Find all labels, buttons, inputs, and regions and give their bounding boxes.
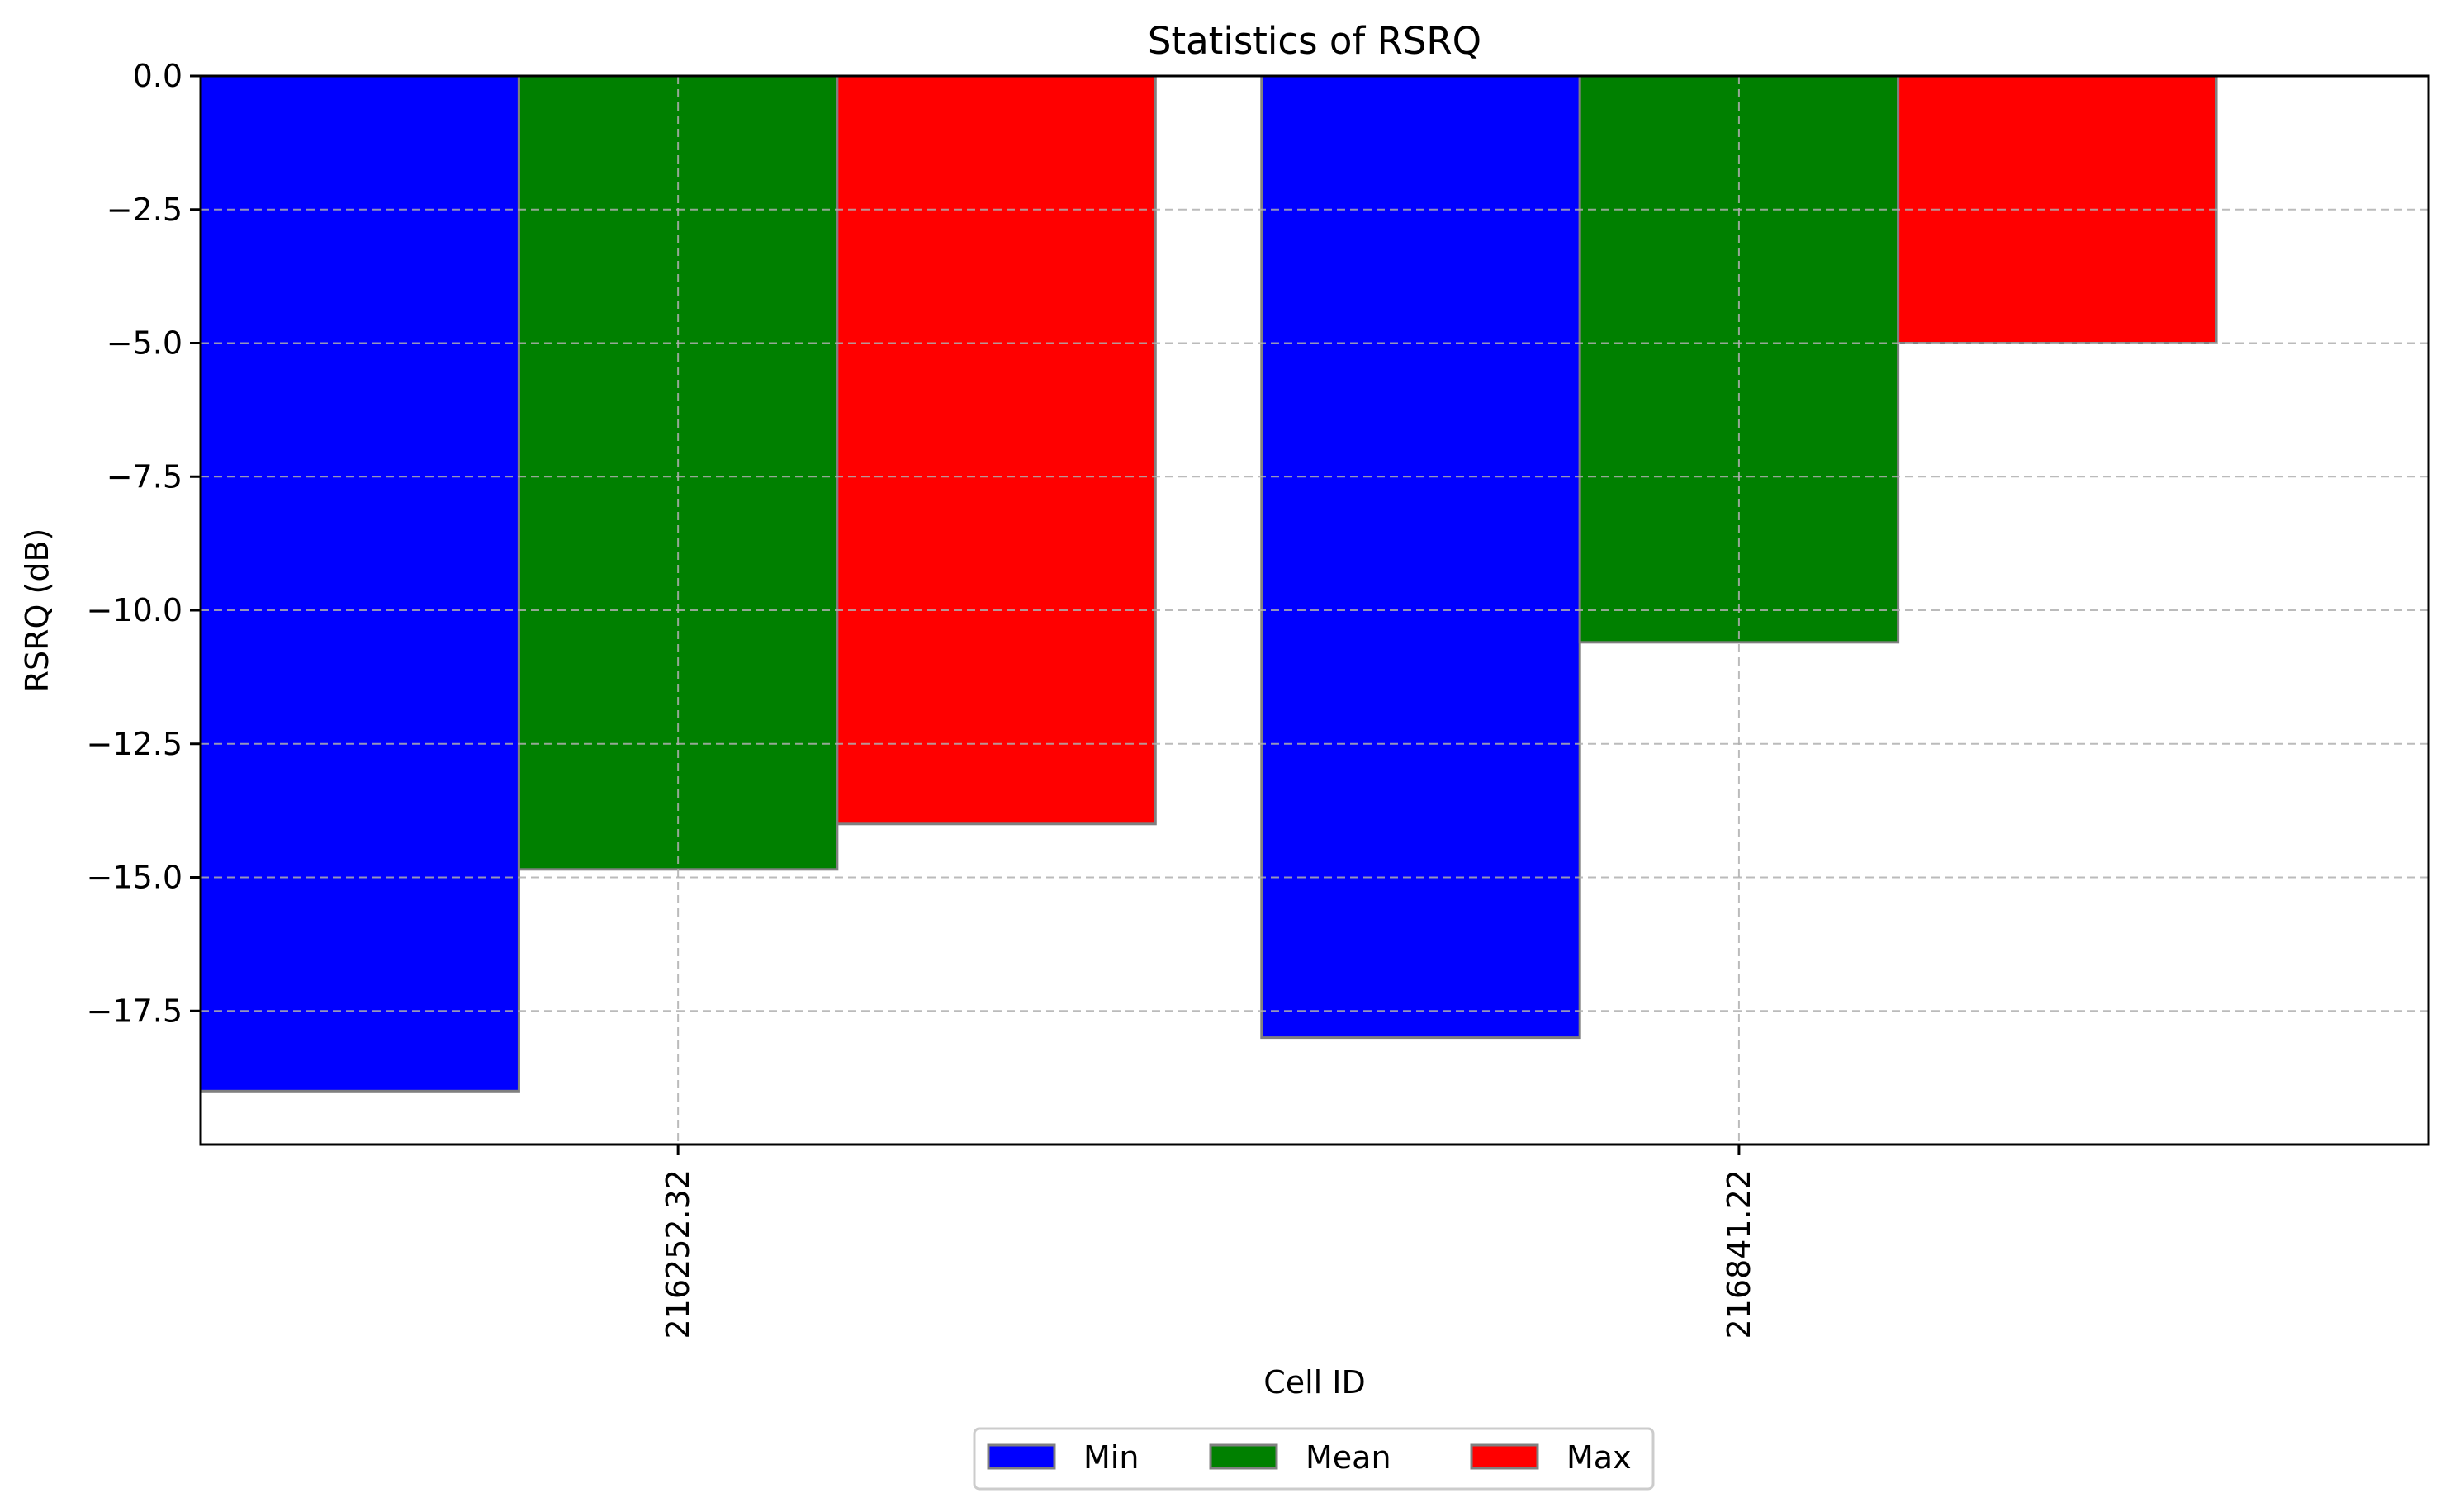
y-axis-label: RSRQ (dB) [19,528,55,693]
legend-label-min: Min [1083,1439,1139,1476]
ticks-layer: 0.0 −2.5 −5.0 −7.5 −10.0 −12.5 −15.0 −17.5 21625… [87,58,1757,1339]
legend-label-max: Max [1566,1439,1632,1476]
legend-swatch-min [987,1443,1056,1470]
y-tick-label-4: −7.5 [107,458,182,495]
legend-swatch-max [1470,1443,1539,1470]
y-tick-label-1: 0.0 [133,58,182,94]
bar-min-2 [1260,74,1581,1040]
y-tick-label-5: −10.0 [87,592,182,628]
y-tick-label-6: −12.5 [87,726,182,762]
y-tick-label-7: −15.0 [87,860,182,896]
x-axis-label: Cell ID [1263,1364,1366,1401]
legend: Min Mean Max [973,1427,1655,1491]
legend-label-mean: Mean [1306,1439,1391,1476]
bar-min-1 [199,74,520,1093]
legend-box [973,1427,1655,1491]
legend-swatch-mean [1209,1443,1278,1470]
y-tick-label-8: −17.5 [87,993,182,1029]
chart-title: Statistics of RSRQ [1148,19,1481,63]
bar-max-1 [836,74,1157,826]
x-tick-label-1: 216252.32 [660,1169,696,1339]
grid-layer [201,76,2429,1145]
y-tick-label-3: −5.0 [107,325,182,362]
y-tick-label-2: −2.5 [107,192,182,228]
x-tick-label-2: 216841.22 [1721,1169,1757,1339]
